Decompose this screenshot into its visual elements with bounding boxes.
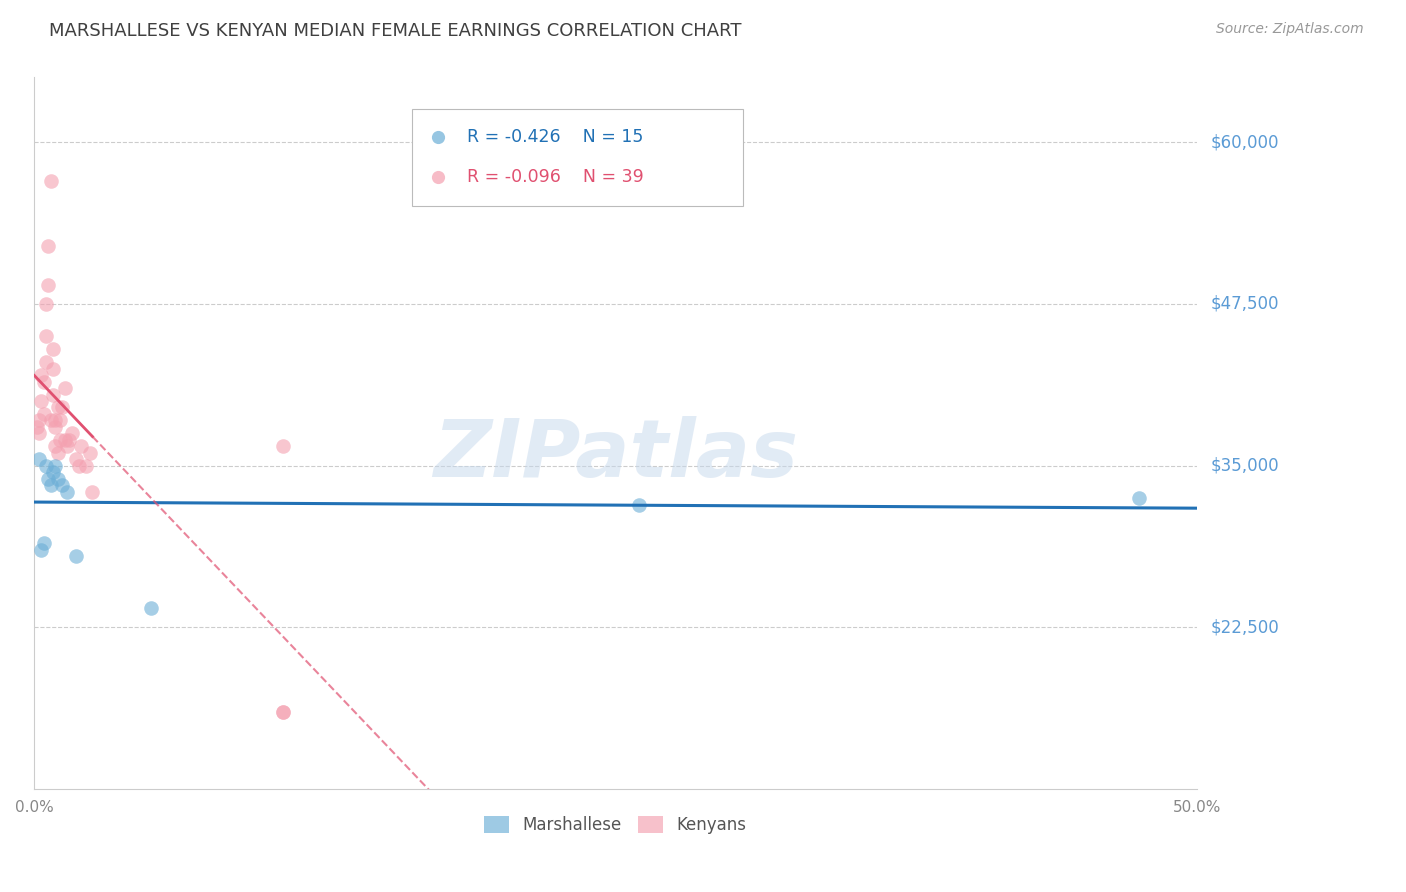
Text: Source: ZipAtlas.com: Source: ZipAtlas.com xyxy=(1216,22,1364,37)
Point xyxy=(39,174,62,188)
Point xyxy=(30,542,52,557)
Point xyxy=(37,472,59,486)
Point xyxy=(44,439,66,453)
Text: ZIPatlas: ZIPatlas xyxy=(433,416,799,493)
Point xyxy=(35,329,58,343)
Point xyxy=(39,478,62,492)
Point xyxy=(67,458,90,473)
Point xyxy=(56,439,79,453)
Point xyxy=(44,458,66,473)
Point xyxy=(82,484,104,499)
Point xyxy=(42,342,65,356)
Point xyxy=(30,394,52,409)
Point xyxy=(35,355,58,369)
Point xyxy=(49,433,72,447)
Point xyxy=(42,465,65,479)
Point xyxy=(627,498,650,512)
Point xyxy=(32,407,55,421)
Point xyxy=(53,381,76,395)
Point xyxy=(28,413,51,427)
Point xyxy=(44,413,66,427)
Text: MARSHALLESE VS KENYAN MEDIAN FEMALE EARNINGS CORRELATION CHART: MARSHALLESE VS KENYAN MEDIAN FEMALE EARN… xyxy=(49,22,742,40)
Point xyxy=(51,478,73,492)
Point xyxy=(35,458,58,473)
Point xyxy=(28,452,51,467)
Point xyxy=(44,420,66,434)
Point xyxy=(37,277,59,292)
Point xyxy=(271,439,294,453)
Point xyxy=(79,446,101,460)
Point xyxy=(271,705,294,719)
Point xyxy=(49,413,72,427)
Point xyxy=(70,439,93,453)
Point xyxy=(35,297,58,311)
Point xyxy=(25,420,48,434)
Point xyxy=(65,452,87,467)
Legend: Marshallese, Kenyans: Marshallese, Kenyans xyxy=(484,816,747,834)
Text: $60,000: $60,000 xyxy=(1211,133,1279,151)
Point xyxy=(46,446,69,460)
Point xyxy=(53,433,76,447)
Point xyxy=(75,458,97,473)
Text: R = -0.096    N = 39: R = -0.096 N = 39 xyxy=(467,168,644,186)
Point xyxy=(32,536,55,550)
Point xyxy=(42,361,65,376)
Point xyxy=(46,401,69,415)
Point xyxy=(60,426,83,441)
Point xyxy=(42,387,65,401)
Point xyxy=(51,401,73,415)
Text: R = -0.426    N = 15: R = -0.426 N = 15 xyxy=(467,128,643,145)
Text: $22,500: $22,500 xyxy=(1211,618,1279,637)
Point xyxy=(39,413,62,427)
Point xyxy=(32,375,55,389)
Point xyxy=(46,472,69,486)
Point xyxy=(1128,491,1150,505)
Point xyxy=(65,549,87,564)
Point xyxy=(30,368,52,383)
FancyBboxPatch shape xyxy=(412,110,744,205)
Point xyxy=(58,433,80,447)
Point xyxy=(28,426,51,441)
Point xyxy=(271,705,294,719)
Text: $35,000: $35,000 xyxy=(1211,457,1279,475)
Text: $47,500: $47,500 xyxy=(1211,295,1279,313)
Point xyxy=(37,238,59,252)
Point xyxy=(139,601,162,615)
Point xyxy=(56,484,79,499)
